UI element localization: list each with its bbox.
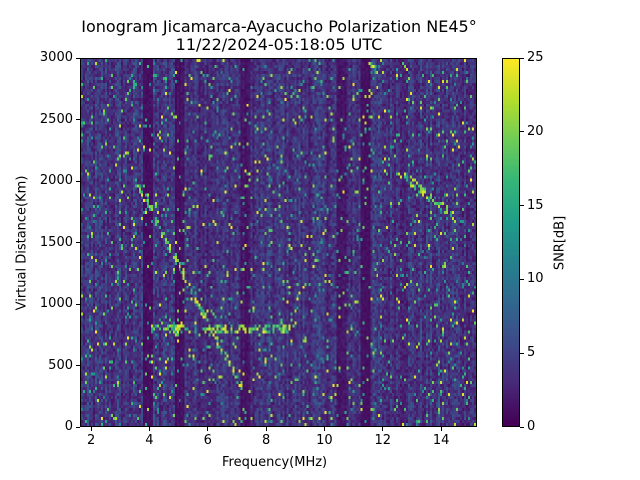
colorbar-tick [520,426,524,428]
y-tick-label: 500 [48,357,73,373]
y-tick [76,303,80,305]
x-tick [382,427,384,431]
colorbar-tick [520,352,524,354]
colorbar-tick [520,278,524,280]
x-tick-label: 4 [145,433,154,448]
y-tick [76,426,80,428]
y-tick [76,365,80,366]
y-tick [76,57,80,59]
x-tick [323,427,325,431]
chart-title: Ionogram Jicamarca-Ayacucho Polarization… [81,17,477,36]
x-tick-label: 2 [86,433,96,448]
colorbar-tick-label: 5 [527,345,536,361]
colorbar-tick-label: 25 [527,50,544,65]
y-tick [76,119,80,120]
x-tick-label: 12 [374,433,392,448]
x-tick-label: 14 [432,433,450,448]
y-tick-label: 2500 [39,111,73,127]
x-axis-label: Frequency(MHz) [222,455,328,470]
ionogram-heatmap [81,59,476,426]
y-tick [76,242,80,243]
chart-subtitle: 11/22/2024-05:18:05 UTC [175,35,383,54]
x-tick [148,427,150,431]
y-tick [76,180,80,182]
plot-frame [80,58,477,427]
colorbar-tick-label: 10 [527,271,544,287]
colorbar-tick [520,205,524,207]
colorbar [502,58,520,427]
y-axis-label: Virtual Distance(Km) [14,175,30,311]
y-tick-label: 2000 [39,173,73,188]
x-tick [265,427,267,431]
colorbar-tick-label: 20 [527,123,544,139]
colorbar-tick [520,131,524,133]
x-tick [440,427,442,431]
x-tick [207,427,209,431]
x-tick-label: 10 [316,433,333,448]
y-tick-label: 3000 [39,50,73,65]
x-tick [90,427,92,431]
colorbar-tick-label: 15 [527,197,544,213]
colorbar-label: SNR[dB] [552,215,568,271]
y-tick-label: 1500 [39,234,73,250]
x-tick-label: 8 [261,433,271,448]
colorbar-tick [520,57,524,59]
colorbar-tick-label: 0 [527,419,536,434]
y-tick-label: 1000 [39,296,73,311]
y-tick-label: 0 [64,419,73,434]
x-tick-label: 6 [203,433,212,448]
